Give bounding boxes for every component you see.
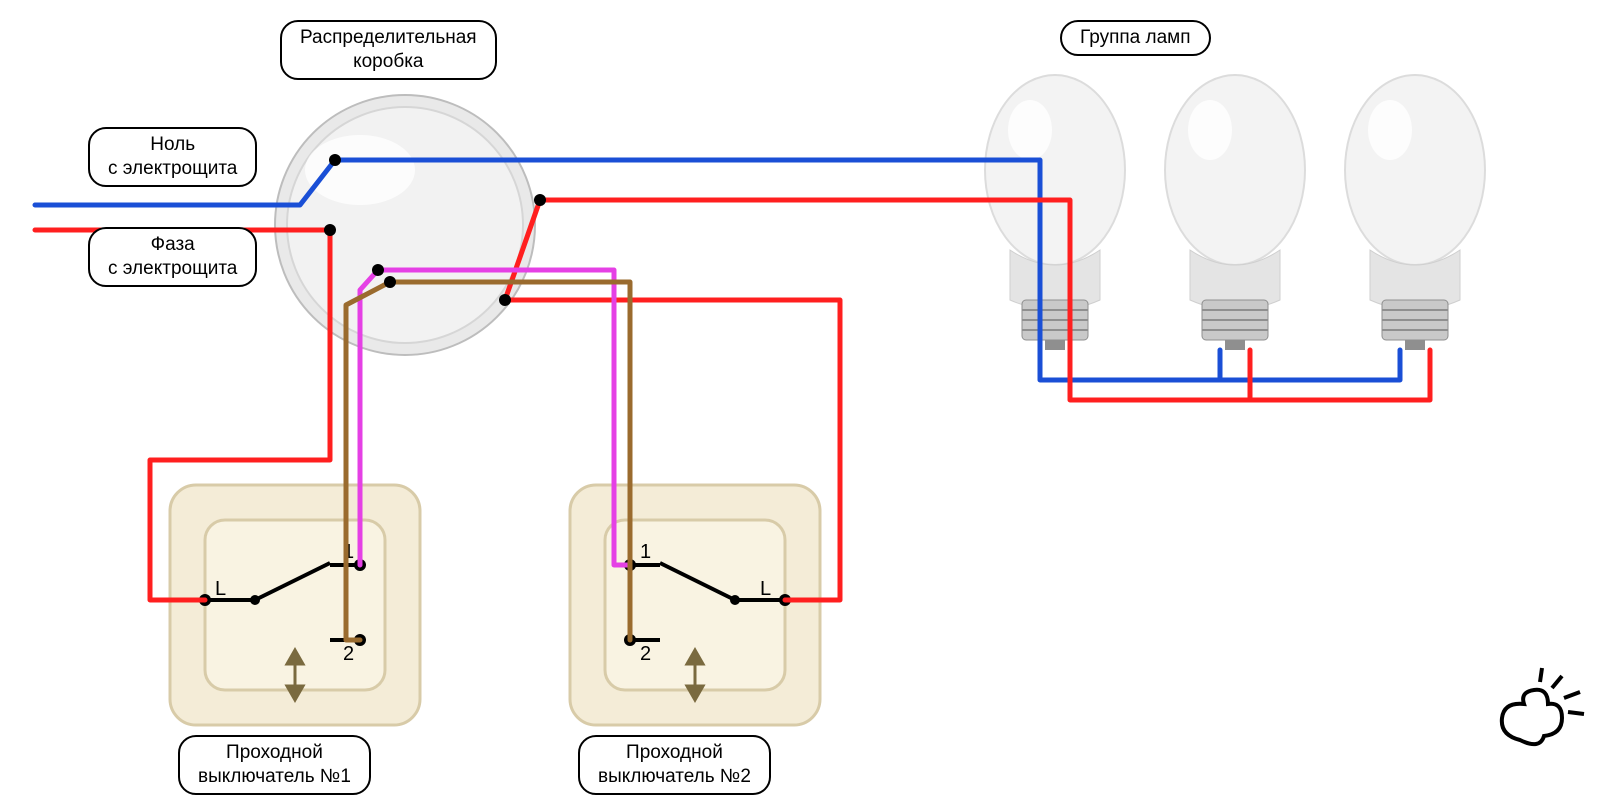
- label-switch-2: Проходной выключатель №2: [578, 735, 771, 795]
- switch-1-icon: L 1 2: [170, 485, 420, 725]
- switch-2-t2-label: 2: [640, 643, 651, 665]
- switch-2-t1-label: 1: [640, 541, 651, 563]
- switch-2-L-label: L: [760, 578, 771, 600]
- wiring-diagram: L 1 2 L 1 2: [0, 0, 1600, 800]
- label-lamps: Группа ламп: [1060, 20, 1211, 56]
- label-junction-box: Распределительная коробка: [280, 20, 497, 80]
- switch-1-t2-label: 2: [343, 643, 354, 665]
- bulb-2-icon: [1165, 75, 1305, 350]
- node-phase-splice: [324, 224, 336, 236]
- switch-1-L-label: L: [215, 578, 226, 600]
- label-phase: Фаза с электрощита: [88, 227, 257, 287]
- label-switch-1: Проходной выключатель №1: [178, 735, 371, 795]
- node-phase-out-splice: [499, 294, 511, 306]
- node-trav1-splice: [372, 264, 384, 276]
- site-logo-icon: [1502, 668, 1584, 744]
- bulb-3-icon: [1345, 75, 1485, 350]
- switch-2-icon: L 1 2: [570, 485, 820, 725]
- node-neutral-splice: [329, 154, 341, 166]
- junction-box-icon: [275, 95, 535, 355]
- node-trav2-splice: [384, 276, 396, 288]
- bulb-1-icon: [985, 75, 1125, 350]
- node-phase-lamp-splice: [534, 194, 546, 206]
- label-neutral: Ноль с электрощита: [88, 127, 257, 187]
